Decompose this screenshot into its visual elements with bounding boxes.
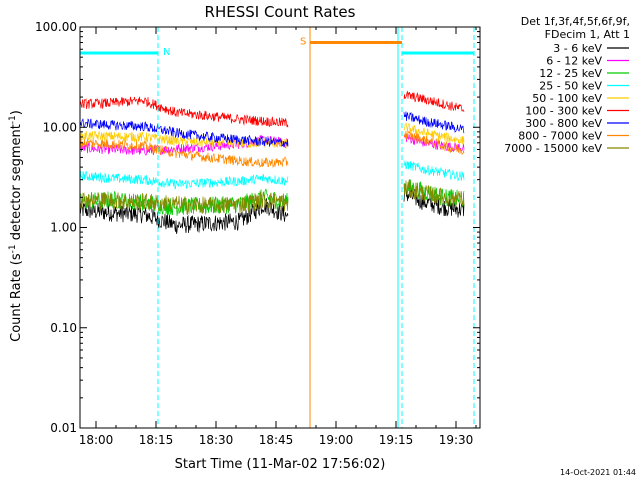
series-trace bbox=[79, 190, 289, 215]
series-50-100-kev bbox=[79, 122, 465, 149]
footer-timestamp: 14-Oct-2021 01:44 bbox=[560, 468, 636, 477]
series-25-50-kev bbox=[79, 160, 465, 190]
legend-label: 300 - 800 keV bbox=[525, 117, 602, 130]
annotation-label: N bbox=[163, 47, 170, 58]
legend-header-line-2: FDecim 1, Att 1 bbox=[545, 28, 630, 41]
legend-label: 100 - 300 keV bbox=[525, 105, 602, 118]
chart-title: RHESSI Count Rates bbox=[205, 3, 356, 21]
legend-header-line-1: Det 1f,3f,4f,5f,6f,9f, bbox=[521, 15, 630, 28]
y-axis-label-mid: detector segment bbox=[9, 124, 24, 244]
y-axis-label: Count Rate (s-1 detector segment-1) bbox=[8, 110, 24, 342]
series-trace bbox=[403, 179, 465, 209]
series-trace bbox=[79, 170, 289, 190]
x-tick-label: 18:15 bbox=[139, 433, 174, 447]
x-tick-label: 18:30 bbox=[199, 433, 234, 447]
x-tick-label: 18:45 bbox=[259, 433, 294, 447]
y-axis-label-main: Count Rate (s bbox=[9, 253, 24, 342]
y-tick-label: 10.00 bbox=[43, 120, 77, 134]
legend-label: 50 - 100 keV bbox=[532, 92, 602, 105]
series-trace bbox=[79, 118, 289, 148]
series-100-300-kev bbox=[79, 90, 465, 128]
plot-frame bbox=[79, 26, 481, 429]
series-800-7000-kev bbox=[79, 130, 465, 168]
y-tick-label: 100.00 bbox=[35, 20, 77, 34]
y-tick-label: 0.10 bbox=[50, 321, 77, 335]
series-7000-15000-kev bbox=[79, 179, 465, 215]
legend-label: 3 - 6 keV bbox=[553, 42, 602, 55]
series-trace bbox=[79, 96, 289, 128]
legend-label: 6 - 12 keV bbox=[546, 55, 602, 68]
y-tick-label: 0.01 bbox=[50, 421, 77, 435]
annotation-label: S bbox=[300, 37, 306, 48]
series-trace bbox=[79, 138, 289, 168]
series-trace bbox=[403, 111, 465, 134]
legend-label: 800 - 7000 keV bbox=[518, 130, 602, 143]
series-trace bbox=[403, 90, 465, 113]
legend-label: 12 - 25 keV bbox=[539, 67, 602, 80]
series-trace bbox=[403, 122, 465, 145]
x-axis-label: Start Time (11-Mar-02 17:56:02) bbox=[175, 457, 386, 472]
legend-label: 25 - 50 keV bbox=[539, 80, 602, 93]
x-tick-label: 19:00 bbox=[319, 433, 354, 447]
series-trace bbox=[79, 198, 289, 234]
series-trace bbox=[403, 160, 465, 182]
series-300-800-kev bbox=[79, 111, 465, 148]
series-trace bbox=[403, 130, 465, 156]
x-tick-label: 19:15 bbox=[379, 433, 414, 447]
x-tick-label: 18:00 bbox=[79, 433, 114, 447]
x-tick-label: 19:30 bbox=[439, 433, 474, 447]
y-tick-label: 1.00 bbox=[50, 221, 77, 235]
y-axis-label-sup: -1 bbox=[8, 244, 18, 253]
y-axis-label-sup2: -1 bbox=[8, 115, 18, 124]
legend-label: 7000 - 15000 keV bbox=[504, 142, 602, 155]
y-axis-label-end: ) bbox=[9, 110, 24, 115]
series-trace bbox=[79, 130, 289, 149]
